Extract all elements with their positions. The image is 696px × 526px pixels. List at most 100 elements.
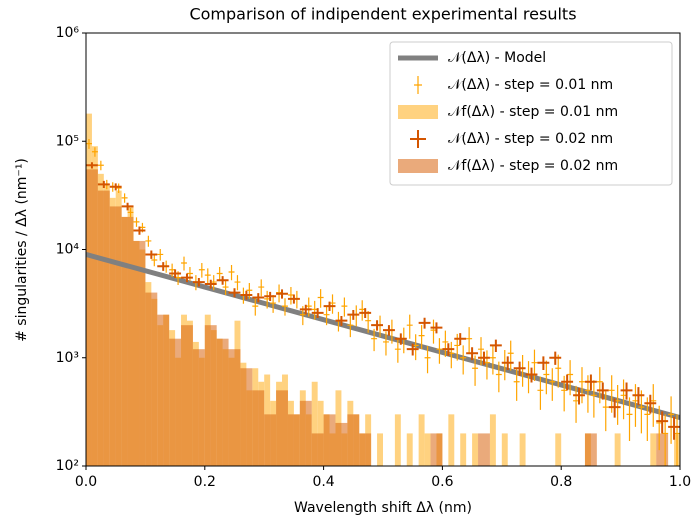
error-bar bbox=[525, 367, 538, 383]
error-bar bbox=[561, 374, 574, 391]
histogram-bar bbox=[377, 433, 383, 466]
error-bar bbox=[662, 414, 669, 466]
legend-swatch bbox=[398, 159, 438, 173]
histogram-bar bbox=[424, 433, 431, 466]
error-bar bbox=[109, 183, 122, 191]
error-bar bbox=[489, 339, 502, 353]
error-bar bbox=[596, 367, 603, 404]
error-bar bbox=[97, 160, 104, 171]
error-bar bbox=[608, 398, 621, 418]
error-bar bbox=[531, 349, 538, 381]
error-bar bbox=[513, 361, 526, 376]
error-bar bbox=[644, 394, 657, 414]
y-tick-label: 10³ bbox=[56, 350, 79, 366]
error-bar bbox=[620, 382, 633, 400]
error-bar bbox=[133, 226, 146, 235]
legend-swatch bbox=[414, 76, 422, 94]
y-tick-label: 10² bbox=[56, 458, 79, 474]
histogram-bar bbox=[252, 390, 265, 466]
error-bar bbox=[460, 345, 467, 375]
error-bar bbox=[632, 387, 645, 406]
error-bar bbox=[317, 289, 324, 308]
histogram-bar bbox=[109, 206, 122, 466]
y-tick-label: 10⁵ bbox=[56, 133, 79, 149]
error-bar bbox=[383, 331, 389, 356]
error-bar bbox=[602, 391, 609, 432]
histogram-bar bbox=[478, 433, 490, 466]
histogram-bar bbox=[240, 368, 253, 466]
error-bar bbox=[668, 396, 675, 444]
error-bar bbox=[495, 361, 502, 393]
error-bar bbox=[507, 340, 514, 371]
axes: 0.0 0.2 0.4 0.6 0.8 1.0 10² 10³ 10⁴ 10⁵ 10⁶ 𝒩(Δλ) -… bbox=[56, 25, 692, 490]
error-bar bbox=[596, 382, 609, 400]
histogram-bar bbox=[394, 414, 401, 466]
histogram-bar bbox=[335, 422, 348, 466]
error-bar bbox=[311, 308, 324, 318]
error-bar bbox=[145, 235, 152, 247]
x-tick-label: 0.6 bbox=[431, 474, 453, 490]
error-bar bbox=[157, 262, 170, 271]
error-bar bbox=[270, 294, 277, 313]
error-bar bbox=[121, 193, 128, 203]
error-bar bbox=[323, 301, 336, 312]
x-axis-label: Wavelength shift Δλ (nm) bbox=[294, 500, 472, 516]
error-bar bbox=[418, 317, 431, 329]
error-bar bbox=[472, 355, 479, 386]
error-bar bbox=[121, 202, 134, 211]
y-axis-label: # singularities / Δλ (nm⁻¹) bbox=[14, 158, 30, 342]
error-bar bbox=[204, 268, 211, 284]
error-bar bbox=[626, 397, 633, 442]
histogram-bar bbox=[555, 433, 562, 466]
histogram-bar bbox=[216, 338, 229, 466]
error-bar bbox=[567, 360, 574, 396]
histogram-bar bbox=[276, 390, 288, 466]
error-bar bbox=[584, 374, 597, 391]
error-bar bbox=[466, 327, 473, 355]
legend-label: 𝒩f(Δλ) - step = 0.02 nm bbox=[448, 158, 618, 174]
error-bar bbox=[216, 276, 229, 285]
error-bar bbox=[258, 279, 265, 297]
histogram-bar bbox=[264, 414, 277, 466]
error-bar bbox=[181, 273, 193, 283]
error-bar bbox=[347, 310, 360, 320]
x-tick-label: 0.8 bbox=[550, 474, 572, 490]
error-bar bbox=[436, 338, 443, 364]
error-bar bbox=[86, 162, 98, 169]
legend-box bbox=[389, 41, 673, 186]
histogram-bar bbox=[472, 433, 479, 466]
x-tick-label: 0.0 bbox=[75, 474, 97, 490]
error-bar bbox=[299, 304, 312, 315]
y-tick-label: 10⁴ bbox=[56, 242, 80, 258]
error-bar bbox=[394, 333, 407, 345]
histogram-bar bbox=[311, 433, 324, 466]
histogram-bar bbox=[418, 414, 425, 466]
x-tick-label: 0.4 bbox=[312, 474, 334, 490]
error-bar bbox=[454, 333, 467, 346]
legend-swatch bbox=[410, 130, 426, 148]
error-bar bbox=[573, 387, 585, 405]
error-bar bbox=[216, 266, 223, 282]
x-tick-label: 0.2 bbox=[194, 474, 216, 490]
histogram-bar bbox=[489, 414, 496, 466]
histogram-bar bbox=[97, 190, 110, 466]
error-bar bbox=[228, 264, 235, 281]
error-bar bbox=[406, 314, 413, 339]
error-bar bbox=[555, 354, 562, 388]
histogram-bar bbox=[121, 216, 134, 466]
error-bar bbox=[222, 280, 229, 295]
histogram-bar bbox=[311, 381, 318, 466]
histogram-bar bbox=[323, 414, 336, 466]
error-bar bbox=[91, 147, 98, 157]
histogram-bar bbox=[501, 433, 508, 466]
error-bar bbox=[644, 397, 651, 442]
error-bar bbox=[406, 343, 419, 356]
histogram-bar bbox=[406, 433, 413, 466]
error-bar bbox=[186, 266, 193, 282]
error-bar bbox=[127, 207, 134, 218]
histogram-bar bbox=[650, 433, 657, 466]
error-bar bbox=[418, 325, 425, 350]
error-bar bbox=[668, 416, 680, 440]
error-bar bbox=[489, 345, 496, 375]
